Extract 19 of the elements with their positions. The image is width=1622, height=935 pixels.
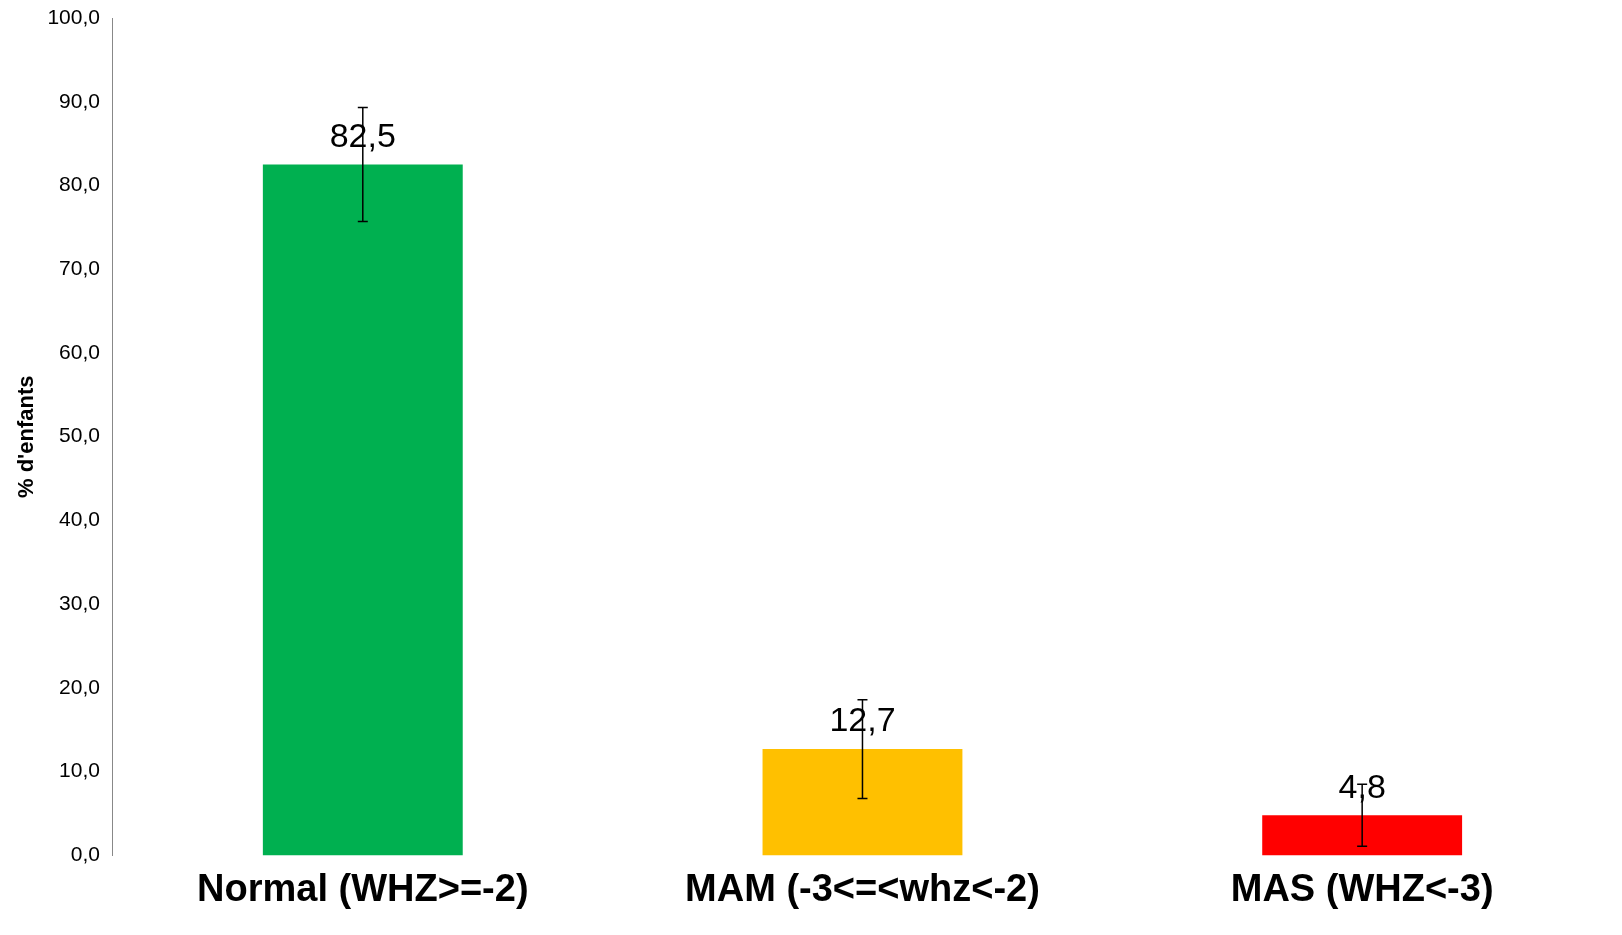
x-tick-label: Normal (WHZ>=-2)	[197, 866, 529, 909]
y-tick-label: 90,0	[59, 88, 100, 112]
y-tick-label: 100,0	[47, 4, 100, 28]
y-tick-label: 60,0	[59, 339, 100, 363]
bar	[262, 164, 463, 856]
bar	[762, 749, 963, 856]
y-tick-label: 20,0	[59, 674, 100, 698]
y-tick-label: 0,0	[70, 842, 100, 866]
x-tick-label: MAS (WHZ<-3)	[1230, 866, 1494, 909]
y-tick-label: 50,0	[59, 423, 100, 447]
y-tick-label: 10,0	[59, 758, 100, 782]
x-tick-label: MAM (-3<=<whz<-2)	[685, 866, 1040, 909]
bar	[1262, 815, 1463, 856]
y-tick-label: 70,0	[59, 256, 100, 280]
y-tick-label: 40,0	[59, 507, 100, 531]
y-axis-title: % d'enfants	[13, 375, 39, 498]
y-tick-label: 30,0	[59, 590, 100, 614]
y-tick-label: 80,0	[59, 172, 100, 196]
data-label: 4,8	[1338, 766, 1386, 805]
